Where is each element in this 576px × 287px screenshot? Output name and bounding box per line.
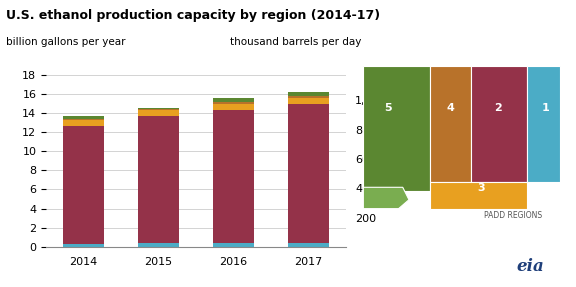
Polygon shape [363,187,409,209]
Text: PADD REGIONS: PADD REGIONS [484,211,541,220]
Bar [138,108,179,109]
Text: eia: eia [516,258,544,276]
Bar [63,116,104,119]
Bar [138,110,179,116]
Bar [63,244,104,247]
Bar [287,243,329,247]
Text: 2: 2 [494,103,502,113]
Bar [213,110,254,243]
Polygon shape [527,66,560,182]
Text: 5: 5 [384,103,392,113]
Text: 4: 4 [446,103,454,113]
Polygon shape [471,66,527,182]
Text: billion gallons per year: billion gallons per year [6,37,125,47]
Bar [213,102,254,104]
Bar [287,96,329,98]
Text: 3: 3 [478,183,486,193]
Bar [287,104,329,243]
Text: U.S. ethanol production capacity by region (2014-17): U.S. ethanol production capacity by regi… [6,9,380,22]
Bar [138,243,179,247]
Bar [63,120,104,126]
Bar [63,119,104,120]
Text: thousand barrels per day: thousand barrels per day [230,37,362,47]
Polygon shape [430,66,471,182]
Bar [63,126,104,244]
Bar [287,98,329,104]
Bar [213,243,254,247]
Bar [287,92,329,96]
Polygon shape [430,182,560,209]
Polygon shape [363,66,430,191]
Bar [213,104,254,110]
Bar [138,109,179,110]
Text: 1: 1 [542,103,550,113]
Bar [213,98,254,102]
Bar [138,116,179,243]
